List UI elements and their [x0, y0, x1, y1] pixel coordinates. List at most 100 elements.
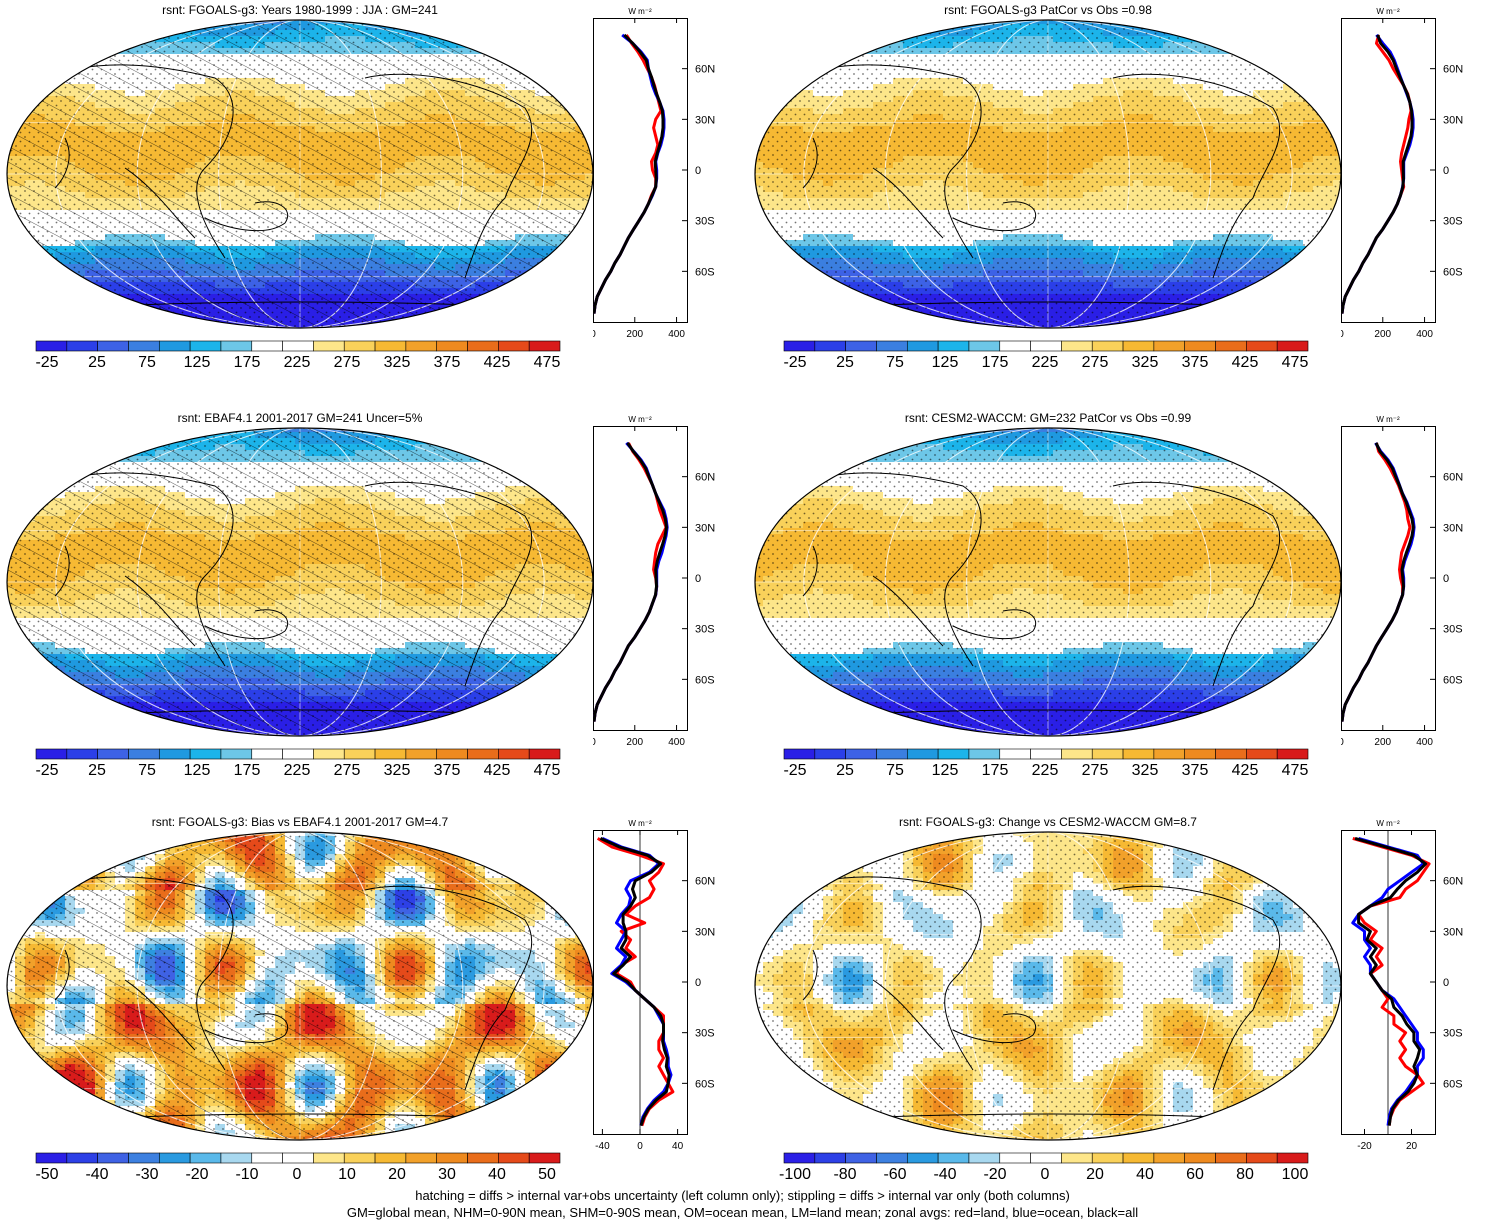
map-title: rsnt: FGOALS-g3: Change vs CESM2-WACCM G…	[899, 815, 1197, 829]
colorbar-label: 225	[1031, 762, 1059, 779]
colorbar-swatch	[968, 1152, 1001, 1164]
colorbar-swatch	[313, 340, 345, 352]
colorbar-swatch	[1030, 748, 1062, 760]
y-tick-label: 30S	[1443, 624, 1463, 636]
colorbar-swatch	[906, 340, 939, 352]
colorbar-label: -40	[933, 1166, 957, 1183]
colorbar-label: 125	[183, 762, 211, 779]
colorbar-swatch	[35, 340, 68, 352]
x-tick-label: 200	[1374, 329, 1391, 340]
colorbar-swatch	[528, 748, 561, 760]
colorbar-swatch	[498, 340, 530, 352]
world-map	[754, 831, 1342, 1141]
colorbar-swatch	[251, 340, 283, 352]
colorbar-swatch	[937, 748, 970, 760]
colorbar-swatch	[1276, 748, 1309, 760]
y-tick-label: 60N	[695, 472, 715, 484]
colorbar-swatch	[845, 340, 877, 352]
colorbar-label: 125	[183, 354, 211, 371]
y-tick-label: 0	[695, 977, 701, 989]
x-tick-label: -40	[595, 1141, 610, 1152]
colorbar-swatch	[282, 1152, 314, 1164]
colorbar-labels: -25 25 75 125 175 225 275 325 375 425 475	[783, 762, 1308, 782]
zonal-series-all	[1341, 442, 1415, 722]
colorbar-label: 0	[292, 1166, 302, 1183]
zonal-series-all	[593, 33, 665, 314]
y-tick-label: 60S	[695, 1078, 715, 1090]
colorbar-label: 175	[233, 762, 261, 779]
colorbar-swatch	[251, 1152, 283, 1164]
colorbar-label: 75	[138, 762, 156, 779]
colorbar-swatch	[1061, 340, 1093, 352]
world-map	[6, 19, 594, 329]
colorbar-label: -10	[235, 1166, 259, 1183]
y-tick-label: 30N	[695, 114, 715, 126]
colorbar-label: 475	[533, 762, 561, 779]
colorbar-swatch	[528, 340, 561, 352]
colorbar-swatch	[1246, 748, 1278, 760]
colorbar-label: 75	[886, 762, 904, 779]
colorbar-swatch	[1091, 748, 1124, 760]
stippling	[755, 832, 1341, 1140]
colorbar-swatch	[968, 748, 1001, 760]
colorbar-swatch	[1246, 1152, 1278, 1164]
colorbar-swatch	[220, 748, 253, 760]
unit-label: W m⁻²	[1376, 415, 1400, 424]
panel-1: rsnt: FGOALS-g3: Years 1980-1999 : JJA :…	[0, 0, 745, 380]
x-tick-label: 0	[1341, 737, 1344, 748]
colorbar-swatch	[498, 748, 530, 760]
hatching	[7, 832, 593, 1140]
zonal-mean-plot: 0 200 400 60N 30N 0 30S 60S W m⁻²	[1341, 415, 1463, 748]
colorbar-label: 20	[388, 1166, 406, 1183]
colorbar-swatch	[35, 1152, 68, 1164]
colorbar-swatch	[1276, 1152, 1309, 1164]
colorbar-swatch	[467, 748, 499, 760]
colorbar-swatch	[35, 748, 68, 760]
colorbar-swatch	[937, 1152, 970, 1164]
world-map	[6, 831, 594, 1141]
colorbar-label: 425	[483, 762, 511, 779]
colorbar-swatch	[189, 748, 222, 760]
colorbar-label: 425	[1231, 762, 1259, 779]
zonal-mean-plot: -40 0 40 60N 30N 0 30S 60S W m⁻²	[593, 819, 715, 1152]
y-tick-label: 30N	[1443, 926, 1463, 938]
x-tick-label: 40	[672, 1141, 684, 1152]
colorbar	[783, 340, 1309, 352]
world-map	[6, 427, 594, 737]
unit-label: W m⁻²	[628, 819, 652, 828]
colorbar-label: 325	[383, 354, 411, 371]
hatching	[7, 428, 593, 736]
colorbar-swatch	[66, 748, 98, 760]
colorbar-label: 25	[88, 354, 106, 371]
colorbar-label: -25	[35, 354, 59, 371]
colorbar-swatch	[97, 340, 129, 352]
colorbar-label: 20	[1086, 1166, 1104, 1183]
colorbar-label: 75	[886, 354, 904, 371]
colorbar-label: -50	[35, 1166, 59, 1183]
colorbar-label: 40	[1136, 1166, 1154, 1183]
x-tick-label: 400	[668, 737, 685, 748]
x-tick-label: 0	[637, 1141, 643, 1152]
x-tick-label: 400	[668, 329, 685, 340]
colorbar-swatch	[1184, 748, 1216, 760]
y-tick-label: 30N	[695, 522, 715, 534]
map-title: rsnt: FGOALS-g3: Bias vs EBAF4.1 2001-20…	[151, 815, 449, 829]
y-tick-label: 0	[1443, 165, 1449, 177]
y-tick-label: 60N	[695, 64, 715, 76]
colorbar-label: 175	[981, 354, 1009, 371]
colorbar-swatch	[1184, 1152, 1216, 1164]
colorbar-swatch	[467, 340, 499, 352]
map-title: rsnt: CESM2-WACCM: GM=232 PatCor vs Obs …	[904, 411, 1192, 425]
unit-label: W m⁻²	[1376, 819, 1400, 828]
footer-line-1: hatching = diffs > internal var+obs unce…	[415, 1188, 1070, 1203]
colorbar-swatch	[343, 748, 376, 760]
x-tick-label: 20	[1406, 1141, 1418, 1152]
colorbar-label: -40	[85, 1166, 109, 1183]
colorbar-swatch	[66, 340, 98, 352]
colorbar-label: -30	[135, 1166, 159, 1183]
colorbar-label: -20	[983, 1166, 1007, 1183]
colorbar-label: 10	[338, 1166, 356, 1183]
colorbar-swatch	[220, 1152, 253, 1164]
colorbar-swatch	[814, 1152, 846, 1164]
colorbar-swatch	[158, 340, 191, 352]
